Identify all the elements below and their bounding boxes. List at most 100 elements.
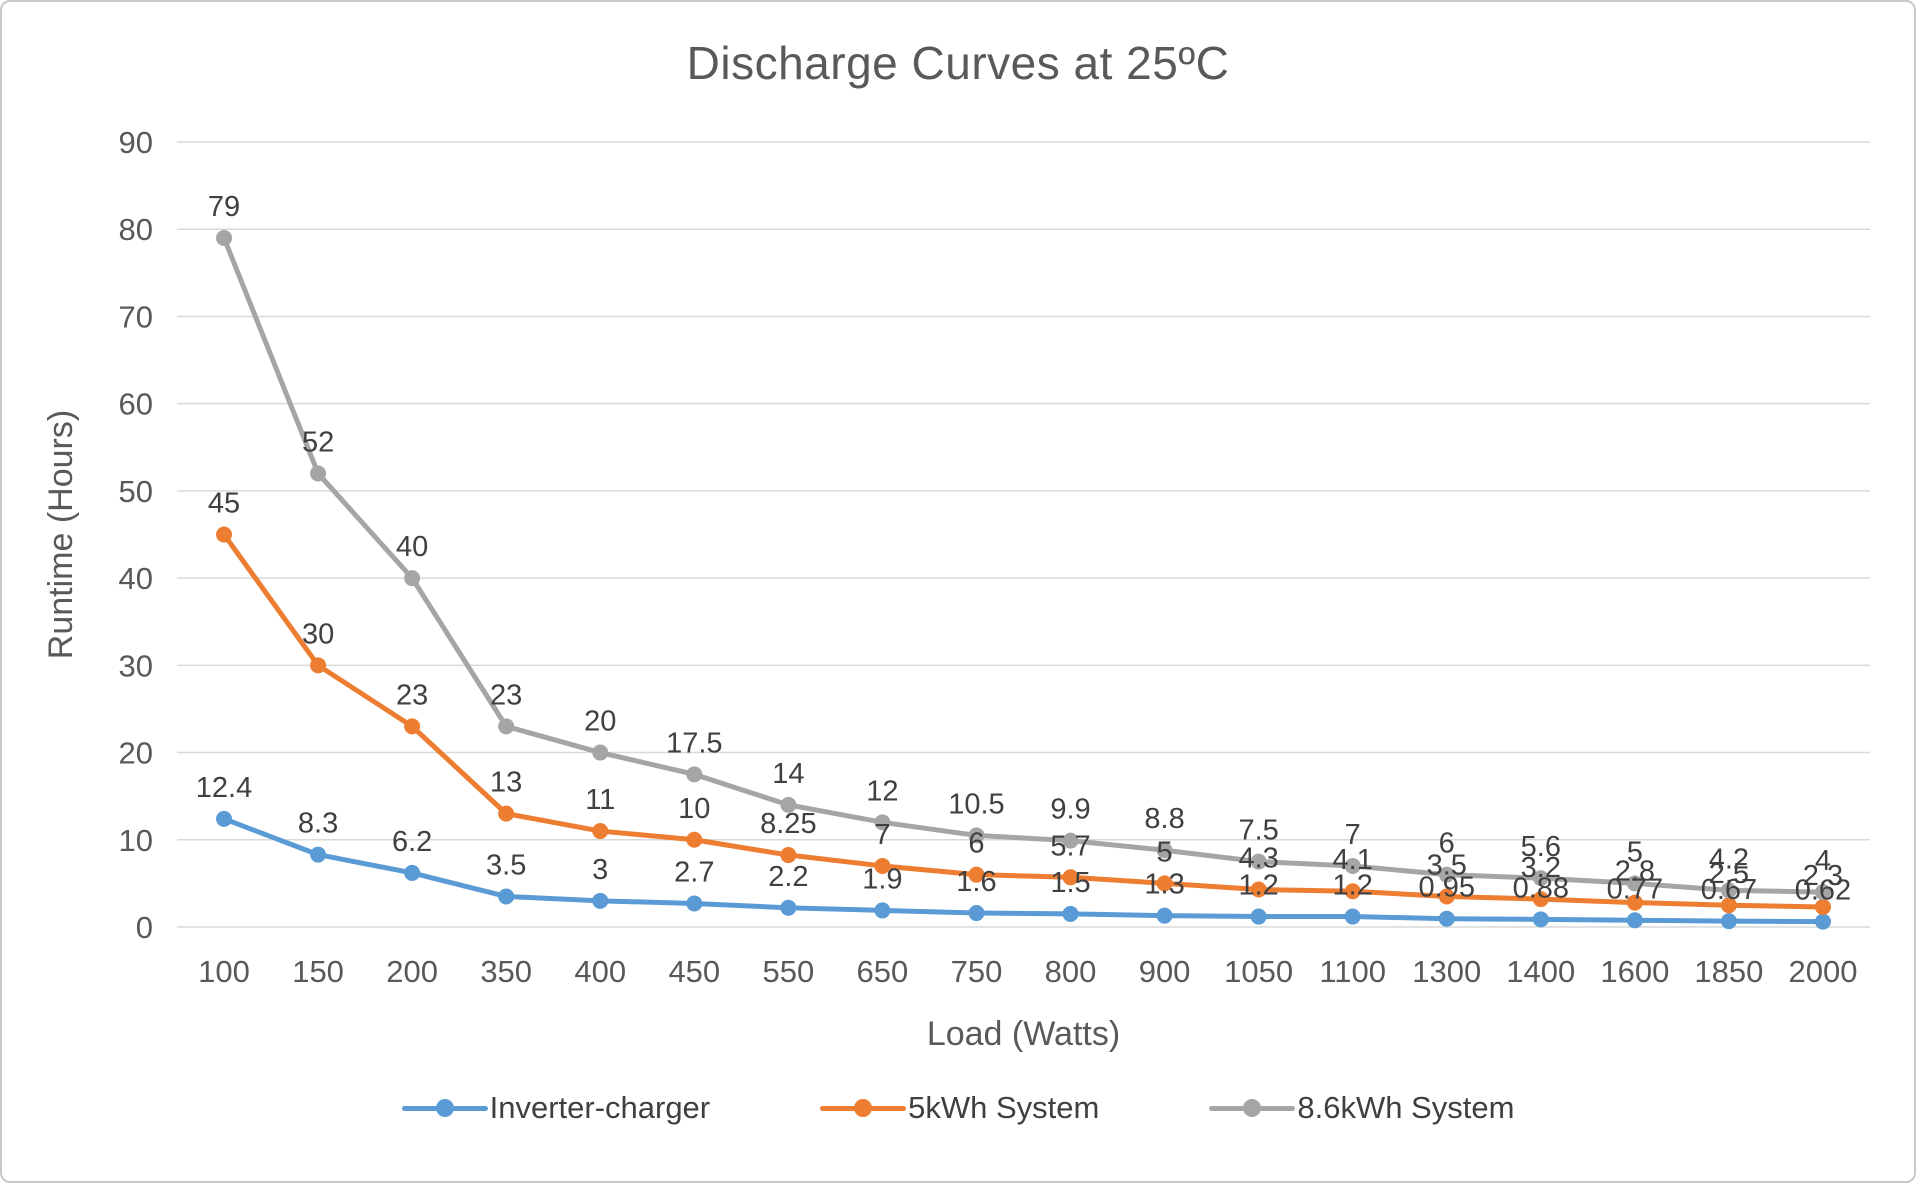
y-axis-tick-label: 10 xyxy=(119,823,153,858)
x-axis-tick-label: 900 xyxy=(1139,954,1191,989)
series-marker-inverter-charger xyxy=(780,899,797,916)
legend-label: 5kWh System xyxy=(908,1090,1100,1125)
data-label-5kwh-system: 45 xyxy=(208,488,240,520)
data-label-8-6kwh-system: 40 xyxy=(396,531,428,563)
legend-item-inverter-charger: Inverter-charger xyxy=(401,1090,711,1126)
series-marker-5kwh-system xyxy=(498,805,515,822)
y-axis-tick-label: 60 xyxy=(119,387,153,422)
y-axis-title: Runtime (Hours) xyxy=(42,410,80,659)
series-marker-inverter-charger xyxy=(498,888,515,905)
series-marker-inverter-charger xyxy=(1156,907,1173,924)
series-marker-inverter-charger xyxy=(968,905,985,922)
series-marker-inverter-charger xyxy=(1814,913,1831,930)
data-label-8-6kwh-system: 12 xyxy=(866,775,898,807)
data-label-8-6kwh-system: 6 xyxy=(1439,828,1455,860)
data-label-8-6kwh-system: 8.8 xyxy=(1144,803,1184,835)
data-label-5kwh-system: 3.2 xyxy=(1521,852,1561,884)
data-label-8-6kwh-system: 20 xyxy=(584,706,616,738)
x-axis-tick-label: 650 xyxy=(857,954,909,989)
data-label-5kwh-system: 13 xyxy=(490,767,522,799)
series-marker-8-6kwh-system xyxy=(686,766,703,783)
y-axis-tick-label: 40 xyxy=(119,561,153,596)
series-line-inverter-charger xyxy=(221,816,1826,925)
x-axis-tick-label: 1600 xyxy=(1600,954,1669,989)
data-label-5kwh-system: 2.3 xyxy=(1803,860,1843,892)
series-marker-8-6kwh-system xyxy=(498,718,515,735)
data-label-5kwh-system: 30 xyxy=(302,618,334,650)
series-marker-8-6kwh-system xyxy=(1344,857,1361,874)
series-marker-5kwh-system xyxy=(1814,898,1831,915)
data-label-inverter-charger: 2.7 xyxy=(674,856,714,888)
legend-label: Inverter-charger xyxy=(489,1090,711,1125)
series-marker-5kwh-system xyxy=(874,857,891,874)
series-marker-inverter-charger xyxy=(874,902,891,919)
series-marker-8-6kwh-system xyxy=(1814,884,1831,901)
series-marker-8-6kwh-system xyxy=(1532,870,1549,887)
series-marker-8-6kwh-system xyxy=(216,229,233,246)
series-marker-5kwh-system xyxy=(1720,897,1737,914)
data-label-8-6kwh-system: 52 xyxy=(302,426,334,458)
data-label-8-6kwh-system: 4.2 xyxy=(1709,843,1749,875)
series-marker-8-6kwh-system xyxy=(310,465,327,482)
series-marker-5kwh-system xyxy=(686,831,703,848)
data-label-5kwh-system: 5.7 xyxy=(1050,830,1090,862)
x-axis-tick-label: 200 xyxy=(386,954,438,989)
series-marker-5kwh-system xyxy=(1062,869,1079,886)
series-marker-8-6kwh-system xyxy=(968,827,985,844)
series-marker-inverter-charger xyxy=(686,895,703,912)
series-marker-8-6kwh-system xyxy=(1250,853,1267,870)
series-marker-5kwh-system xyxy=(310,657,327,674)
series-marker-8-6kwh-system xyxy=(592,744,609,761)
data-label-5kwh-system: 10 xyxy=(678,793,710,825)
data-label-inverter-charger: 3 xyxy=(592,854,608,886)
series-marker-5kwh-system xyxy=(1156,875,1173,892)
x-axis-tick-label: 350 xyxy=(480,954,532,989)
data-label-5kwh-system: 11 xyxy=(585,784,615,816)
legend-marker-dot-icon xyxy=(435,1099,454,1117)
x-axis-tick-label: 1100 xyxy=(1319,954,1386,989)
data-label-5kwh-system: 6 xyxy=(968,828,984,860)
chart-title: Discharge Curves at 25ºC xyxy=(686,37,1230,89)
data-label-5kwh-system: 23 xyxy=(396,679,428,711)
data-label-5kwh-system: 3.5 xyxy=(1427,849,1467,881)
series-marker-inverter-charger xyxy=(310,846,327,863)
data-label-8-6kwh-system: 7 xyxy=(1345,819,1361,851)
legend-label: 8.6kWh System xyxy=(1297,1090,1515,1125)
data-label-inverter-charger: 0.88 xyxy=(1513,872,1569,904)
data-label-inverter-charger: 1.9 xyxy=(862,863,902,895)
x-axis-tick-label: 2000 xyxy=(1788,954,1857,989)
series-marker-5kwh-system xyxy=(1250,881,1267,898)
series-marker-inverter-charger xyxy=(1532,911,1549,928)
y-axis-tick-label: 90 xyxy=(119,125,153,160)
series-marker-5kwh-system xyxy=(1532,891,1549,908)
series-marker-8-6kwh-system xyxy=(1156,842,1173,859)
data-label-5kwh-system: 4.3 xyxy=(1238,842,1278,874)
data-label-8-6kwh-system: 4 xyxy=(1815,845,1831,877)
series-marker-5kwh-system xyxy=(216,526,233,543)
data-label-inverter-charger: 0.67 xyxy=(1701,874,1757,906)
series-marker-inverter-charger xyxy=(404,864,421,881)
series-marker-8-6kwh-system xyxy=(1062,832,1079,849)
x-axis-tick-label: 450 xyxy=(668,954,720,989)
legend-item-8-6kwh-system: 8.6kWh System xyxy=(1209,1090,1514,1126)
x-axis-tick-label: 1850 xyxy=(1694,954,1763,989)
x-axis-tick-label: 800 xyxy=(1045,954,1097,989)
series-marker-8-6kwh-system xyxy=(1720,882,1737,899)
series-marker-8-6kwh-system xyxy=(780,796,797,813)
y-axis-tick-label: 80 xyxy=(119,212,153,247)
x-axis-tick-label: 100 xyxy=(198,954,250,989)
data-label-8-6kwh-system: 5.6 xyxy=(1521,831,1561,863)
data-label-8-6kwh-system: 10.5 xyxy=(948,788,1004,820)
legend-marker-dot-icon xyxy=(1243,1099,1262,1117)
series-line-8-6kwh-system xyxy=(221,235,1826,895)
legend-line-marker-icon xyxy=(401,1099,488,1117)
legend-line-marker-icon xyxy=(1209,1099,1296,1117)
series-marker-8-6kwh-system xyxy=(874,814,891,831)
x-axis-tick-label: 1300 xyxy=(1412,954,1481,989)
series-marker-5kwh-system xyxy=(404,718,421,735)
legend-item-5kwh-system: 5kWh System xyxy=(820,1090,1099,1126)
x-axis-tick-label: 1400 xyxy=(1506,954,1575,989)
data-label-inverter-charger: 12.4 xyxy=(196,772,252,804)
data-label-8-6kwh-system: 7.5 xyxy=(1238,815,1278,847)
